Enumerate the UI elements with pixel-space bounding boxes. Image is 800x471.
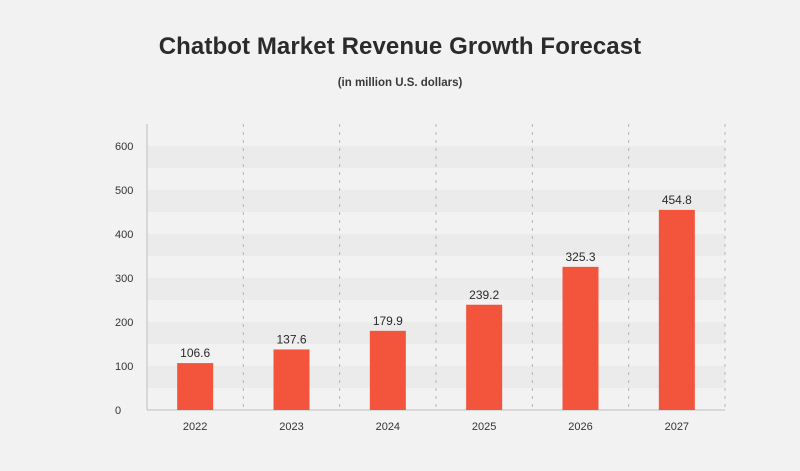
- y-tick-label: 200: [115, 317, 133, 329]
- y-tick-label: 0: [115, 405, 121, 417]
- chart-subtitle: (in million U.S. dollars): [337, 77, 463, 89]
- axes: [146, 124, 725, 411]
- bars: [177, 209, 695, 410]
- y-tick-label: 600: [115, 141, 133, 153]
- value-label-2022: 106.6: [180, 346, 210, 360]
- bar-2023: [273, 349, 310, 410]
- chart-title: Chatbot Market Revenue Growth Forecast: [158, 33, 642, 60]
- x-tick-labels: 2022 2023 2024 2025 2026 2027: [183, 421, 689, 433]
- value-label-2026: 325.3: [565, 250, 595, 264]
- y-tick-labels: 0 100 200 300 400 500 600: [115, 141, 133, 417]
- bar-2025: [466, 304, 503, 410]
- grid-band: [147, 278, 725, 300]
- x-tick-label-2022: 2022: [183, 421, 207, 433]
- bar-2022: [177, 363, 214, 410]
- value-label-2024: 179.9: [373, 314, 403, 328]
- y-tick-label: 500: [115, 185, 133, 197]
- x-tick-label-2025: 2025: [472, 421, 496, 433]
- bar-2024: [369, 330, 406, 410]
- x-tick-label-2023: 2023: [279, 421, 303, 433]
- x-tick-label-2027: 2027: [665, 421, 689, 433]
- y-tick-label: 400: [115, 229, 133, 241]
- value-labels: 106.6 137.6 179.9 239.2 325.3 454.8: [180, 193, 692, 360]
- x-tick-label-2026: 2026: [568, 421, 592, 433]
- value-label-2027: 454.8: [662, 193, 692, 207]
- bar-2027: [658, 209, 695, 410]
- value-label-2025: 239.2: [469, 288, 499, 302]
- y-tick-label: 100: [115, 361, 133, 373]
- x-tick-label-2024: 2024: [376, 421, 400, 433]
- grid-band: [147, 190, 725, 212]
- bar-2026: [562, 266, 599, 410]
- value-label-2023: 137.6: [276, 332, 306, 346]
- y-tick-label: 300: [115, 273, 133, 285]
- grid-band: [147, 366, 725, 388]
